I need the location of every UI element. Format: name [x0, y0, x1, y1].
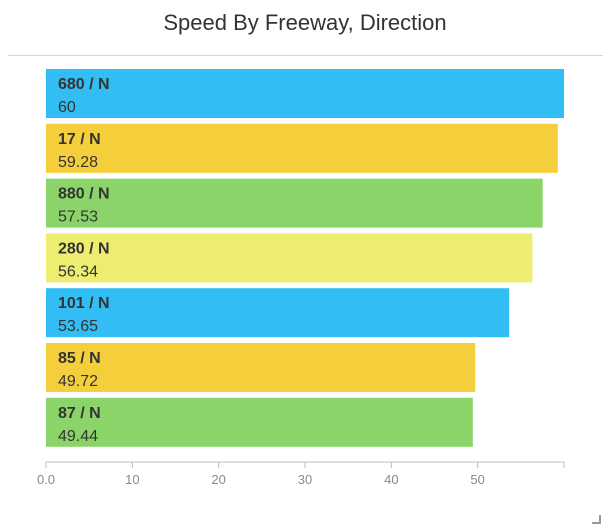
x-tick-label: 30	[298, 472, 312, 487]
chart-title: Speed By Freeway, Direction	[163, 10, 447, 35]
bar-category-label: 880 / N	[58, 186, 110, 203]
bar-value-label: 60	[58, 99, 76, 116]
bar-category-label: 280 / N	[58, 240, 110, 257]
bar-category-label: 101 / N	[58, 295, 110, 312]
bar[interactable]	[46, 123, 558, 173]
bar-value-label: 49.72	[58, 373, 98, 390]
bar-value-label: 49.44	[58, 428, 98, 445]
bar-category-label: 680 / N	[58, 76, 110, 93]
x-tick-label: 50	[470, 472, 484, 487]
bar[interactable]	[46, 343, 476, 392]
x-tick-label: 10	[125, 472, 139, 487]
bar-category-label: 87 / N	[58, 405, 101, 422]
bar-value-label: 59.28	[58, 154, 98, 171]
bar[interactable]	[46, 69, 564, 118]
bar-category-label: 17 / N	[58, 131, 101, 148]
bar[interactable]	[46, 233, 533, 283]
bar[interactable]	[46, 178, 543, 228]
bar[interactable]	[46, 397, 473, 447]
bar-value-label: 53.65	[58, 318, 98, 335]
x-tick-label: 20	[211, 472, 225, 487]
bar-value-label: 57.53	[58, 209, 98, 226]
x-tick-label: 0.0	[37, 472, 55, 487]
resize-handle[interactable]	[592, 515, 601, 524]
title-divider	[8, 55, 603, 56]
bar[interactable]	[46, 288, 510, 338]
bar-value-label: 56.34	[58, 263, 98, 280]
bar-category-label: 85 / N	[58, 350, 101, 367]
x-tick-label: 40	[384, 472, 398, 487]
